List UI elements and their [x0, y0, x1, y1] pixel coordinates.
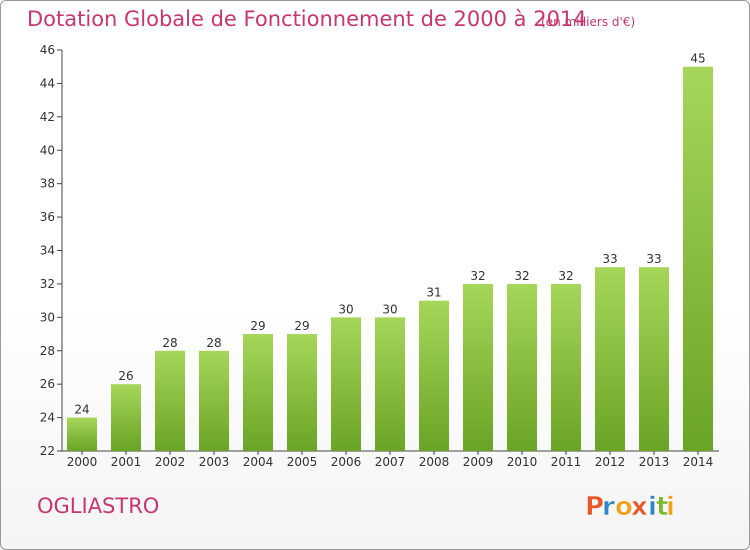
- y-tick-label: 46: [40, 43, 55, 57]
- chart-subtitle: (en milliers d'€): [541, 15, 636, 29]
- bar-2010: [507, 283, 537, 451]
- y-tick-label: 32: [40, 277, 55, 291]
- x-tick-label-2001: 2001: [111, 455, 142, 469]
- y-tick-label: 36: [40, 210, 55, 224]
- x-tick-label-2011: 2011: [551, 455, 582, 469]
- x-tick-label-2013: 2013: [639, 455, 670, 469]
- value-label-2006: 30: [338, 302, 353, 316]
- value-label-2014: 45: [690, 52, 705, 66]
- logo-letter: o: [615, 492, 633, 522]
- value-label-2003: 28: [206, 336, 221, 350]
- x-tick-label-2006: 2006: [331, 455, 362, 469]
- x-tick-label-2000: 2000: [67, 455, 98, 469]
- y-tick-label: 24: [40, 411, 55, 425]
- value-label-2005: 29: [294, 319, 309, 333]
- y-tick-label: 22: [40, 444, 55, 458]
- y-tick-label: 30: [40, 310, 55, 324]
- y-axis: 22 24 26 28 30 32 34 36 38 40 42 44 46: [40, 43, 63, 458]
- logo-letter: P: [585, 492, 604, 522]
- value-labels-group: 24 26 28 28 29 29 30 30 31 32 32 32 33 33 45: [74, 52, 705, 417]
- logo-letter: x: [631, 492, 648, 522]
- bar-2013: [639, 267, 669, 451]
- value-label-2002: 28: [162, 336, 177, 350]
- logo-letter: i: [648, 492, 657, 522]
- value-label-2007: 30: [382, 302, 397, 316]
- x-tick-label-2005: 2005: [287, 455, 318, 469]
- bar-2011: [551, 283, 581, 451]
- value-label-2013: 33: [646, 252, 661, 266]
- bar-2006: [331, 317, 361, 451]
- x-tick-label-2010: 2010: [507, 455, 538, 469]
- logo-letter: i: [666, 492, 675, 522]
- value-label-2008: 31: [426, 286, 441, 300]
- x-tick-label-2007: 2007: [375, 455, 406, 469]
- x-tick-label-2009: 2009: [463, 455, 494, 469]
- x-axis: 2000 2001 2002 2003 2004 2005 2006 2007 2008 2009…: [62, 450, 719, 469]
- bar-2012: [595, 267, 625, 451]
- x-tick-label-2003: 2003: [199, 455, 230, 469]
- bars-group: [67, 66, 713, 451]
- logo-letter: t: [656, 492, 668, 522]
- x-tick-label-2008: 2008: [419, 455, 450, 469]
- y-tick-label: 38: [40, 177, 55, 191]
- value-label-2001: 26: [118, 369, 133, 383]
- bar-2004: [243, 334, 273, 451]
- commune-name: OGLIASTRO: [37, 494, 160, 518]
- x-tick-label-2002: 2002: [155, 455, 186, 469]
- bar-2009: [463, 283, 493, 451]
- bar-2008: [419, 300, 449, 451]
- bar-2007: [375, 317, 405, 451]
- bar-2005: [287, 334, 317, 451]
- logo-letter: r: [602, 492, 615, 522]
- y-tick-label: 44: [40, 76, 55, 90]
- y-tick-label: 28: [40, 344, 55, 358]
- bar-2014: [683, 66, 713, 451]
- x-tick-label-2012: 2012: [595, 455, 626, 469]
- value-label-2004: 29: [250, 319, 265, 333]
- x-tick-label-2004: 2004: [243, 455, 274, 469]
- bar-2000: [67, 417, 97, 451]
- y-tick-label: 26: [40, 377, 55, 391]
- bar-2001: [111, 384, 141, 451]
- value-label-2000: 24: [74, 403, 89, 417]
- value-label-2012: 33: [602, 252, 617, 266]
- y-tick-label: 34: [40, 244, 55, 258]
- x-tick-label-2014: 2014: [683, 455, 714, 469]
- y-tick-label: 40: [40, 143, 55, 157]
- bar-2003: [199, 350, 229, 451]
- bar-2002: [155, 350, 185, 451]
- proxiti-logo-graphic: Pr ox i ti: [585, 492, 676, 523]
- chart-title: Dotation Globale de Fonctionnement de 20…: [27, 7, 587, 31]
- value-label-2011: 32: [558, 269, 573, 283]
- value-label-2010: 32: [514, 269, 529, 283]
- y-tick-label: 42: [40, 110, 55, 124]
- value-label-2009: 32: [470, 269, 485, 283]
